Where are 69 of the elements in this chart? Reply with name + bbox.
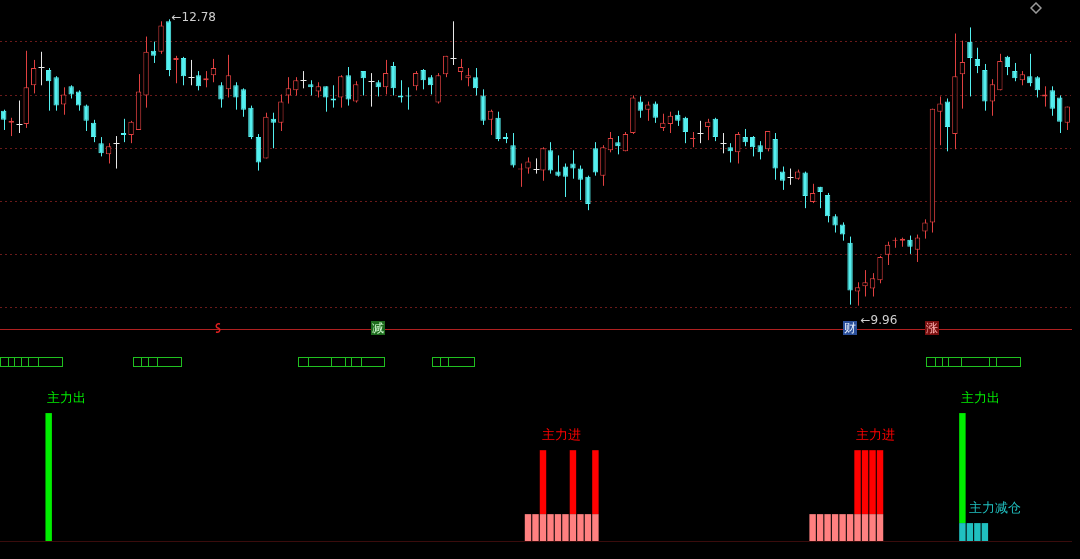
- bar: [539, 450, 547, 515]
- candlestick: [967, 26, 973, 97]
- candlestick: [570, 149, 576, 180]
- candlestick: [937, 95, 943, 146]
- candlestick: [839, 221, 846, 242]
- candlestick: [533, 157, 540, 175]
- candlestick: [705, 118, 711, 141]
- candlestick: [720, 132, 727, 154]
- annotation: ←9.96: [859, 313, 899, 327]
- candlestick: [1049, 85, 1055, 117]
- candlestick: [645, 101, 651, 122]
- series-label: 主力出: [47, 389, 87, 405]
- candlestick: [495, 111, 501, 142]
- series-label: 主力减仓: [968, 499, 1021, 515]
- candlestick: [330, 84, 336, 109]
- candlestick: [450, 20, 457, 66]
- candlestick: [278, 93, 284, 132]
- candlestick: [922, 218, 928, 240]
- candlestick: [547, 141, 554, 175]
- annotation: 涨: [925, 321, 940, 335]
- annotation: 财: [843, 321, 858, 335]
- candlestick: [233, 81, 239, 111]
- candlestick: [420, 68, 426, 90]
- candlestick: [757, 140, 763, 160]
- bar: [959, 413, 966, 524]
- candlestick: [832, 213, 838, 234]
- candlestick: [38, 51, 45, 86]
- candlestick: [1027, 53, 1033, 87]
- candlestick: [787, 168, 794, 186]
- candlestick: [188, 59, 195, 86]
- candlestick: [480, 88, 486, 126]
- candlestick: [128, 120, 134, 144]
- candlestick: [989, 78, 996, 117]
- candlestick: [16, 100, 23, 134]
- candlestick: [300, 70, 307, 89]
- candlestick: [83, 104, 89, 132]
- candlestick: [555, 154, 561, 178]
- candlestick: [697, 120, 704, 144]
- candlestick: [802, 171, 808, 209]
- candlestick: [75, 89, 82, 112]
- candlestick: [540, 146, 546, 182]
- text: 主力出: [961, 389, 1001, 405]
- candlestick: [60, 86, 67, 116]
- candlestick: [877, 255, 883, 284]
- candlestick: [592, 141, 599, 177]
- candlestick: [1057, 94, 1063, 134]
- candlestick: [510, 132, 516, 169]
- annotation: ←12.78: [170, 10, 217, 24]
- candlestick: [240, 87, 247, 118]
- text: 主力进: [856, 427, 896, 443]
- candlestick: [465, 67, 471, 87]
- candlestick: [615, 135, 621, 155]
- candlestick: [345, 66, 351, 107]
- bar: [569, 450, 577, 515]
- bar: [592, 450, 599, 515]
- candlestick: [862, 269, 868, 298]
- bar: [45, 413, 52, 541]
- candlestick: [150, 41, 157, 64]
- candlestick: [293, 76, 299, 96]
- candlestick: [457, 58, 464, 81]
- series-label: 主力进: [541, 427, 581, 443]
- candlestick: [353, 80, 359, 104]
- candlestick: [113, 135, 120, 170]
- candlestick: [368, 72, 375, 108]
- candlestick: [1012, 62, 1018, 82]
- candlestick: [218, 81, 224, 109]
- candlestick: [98, 136, 104, 157]
- candlestick: [907, 235, 913, 255]
- annotation: 减: [371, 321, 386, 335]
